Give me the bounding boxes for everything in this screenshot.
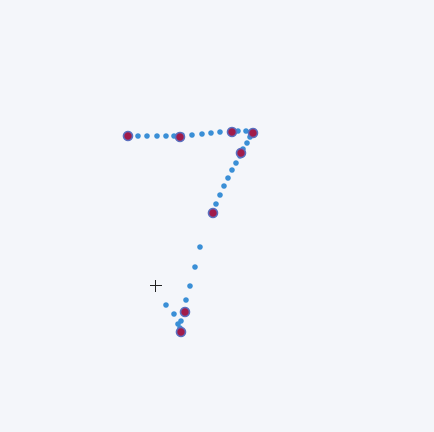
trail-dot [135, 133, 141, 139]
keypoint[interactable] [179, 306, 191, 318]
trail-dot [144, 133, 150, 139]
trail-dot [183, 297, 189, 303]
keypoint[interactable] [174, 131, 186, 143]
trail-dot [233, 160, 239, 166]
trail-dot [197, 244, 203, 250]
keypoint[interactable] [207, 207, 219, 219]
trail-dot [243, 128, 249, 134]
keypoint[interactable] [235, 147, 247, 159]
trail-dot [225, 175, 231, 181]
trail-dot [221, 183, 227, 189]
keypoint[interactable] [226, 126, 238, 138]
trail-dot [199, 131, 205, 137]
crosshair-icon [150, 280, 162, 292]
keypoint[interactable] [247, 127, 259, 139]
trail-dot [171, 311, 177, 317]
trail-dot [187, 283, 193, 289]
trail-dot [192, 264, 198, 270]
trail-dot [154, 133, 160, 139]
trail-dot [208, 130, 214, 136]
keypoint[interactable] [122, 130, 134, 142]
trail-dot [175, 321, 181, 327]
trail-dot [217, 129, 223, 135]
trail-dot [189, 132, 195, 138]
trail-dot [229, 167, 235, 173]
trail-dots [125, 128, 256, 336]
keypoint[interactable] [175, 326, 187, 338]
trail-dot [244, 140, 250, 146]
trail-dot [217, 192, 223, 198]
trail-dot [163, 302, 169, 308]
trail-dot [163, 133, 169, 139]
trail-dot [213, 201, 219, 207]
keypoints [122, 126, 259, 338]
